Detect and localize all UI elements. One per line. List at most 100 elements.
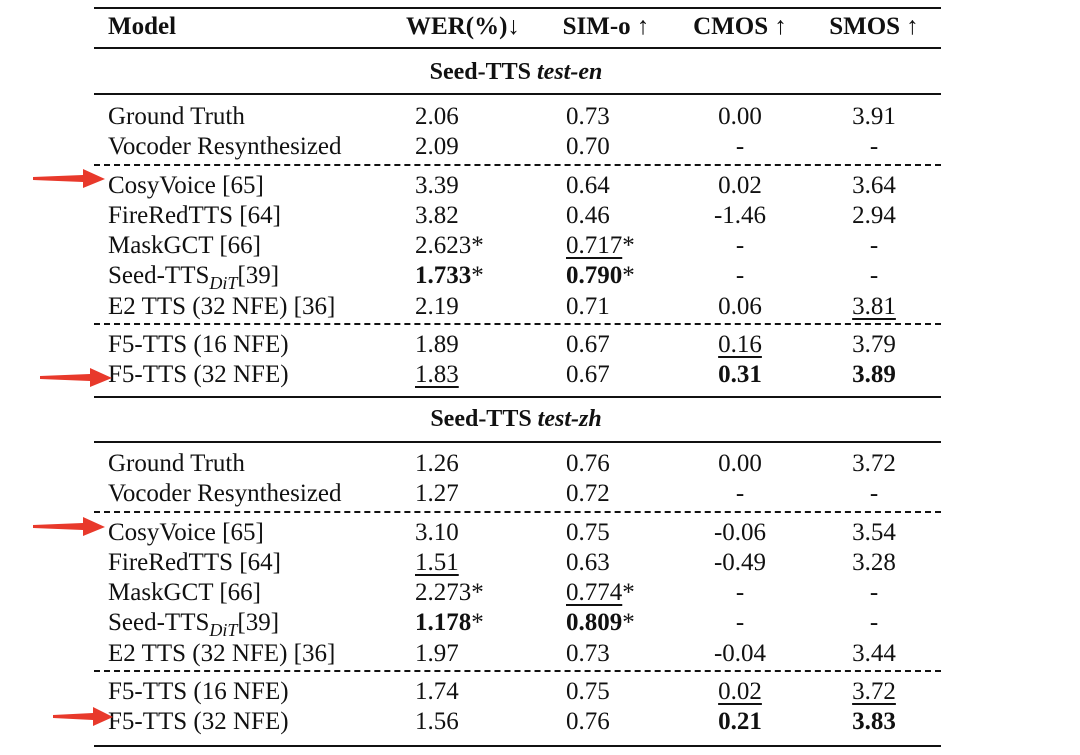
model-label: FireRedTTS [64] [108,202,281,229]
cmos-value: 0.21 [718,707,762,737]
model-label: F5-TTS (16 NFE) [108,678,289,705]
cmos-number: 0.31 [718,361,762,388]
model-name: F5-TTS (32 NFE) [108,707,289,737]
model-name: Vocoder Resynthesized [108,479,342,509]
model-name: F5-TTS (32 NFE) [108,360,289,390]
cmos-number: -0.06 [713,519,767,546]
wer-value: 1.26 [415,449,459,479]
smos-value: - [870,578,878,608]
cmos-number: -0.49 [713,549,767,576]
section2-title-rule [94,441,941,443]
sim-number: 0.774 [566,579,623,606]
sim-number: 0.73 [566,103,610,130]
smos-number: 3.89 [852,361,896,388]
section-title-italic: test-zh [537,406,602,432]
sim-number: 0.75 [566,519,610,546]
sim-value: 0.46 [566,201,610,231]
header-smos: SMOS ↑ [829,13,919,40]
cmos-value: - [736,231,744,261]
model-name: Seed-TTSDiT[39] [108,608,279,640]
sim-value: 0.72 [566,479,610,509]
cmos-number: - [735,480,745,507]
cmos-value: 0.00 [718,102,762,132]
wer-number: 2.09 [415,133,459,160]
wer-number: 1.733 [415,262,472,289]
arrow-icon [33,517,105,536]
model-name: F5-TTS (16 NFE) [108,677,289,707]
table-top-rule [94,7,941,9]
wer-number: 3.39 [415,172,459,199]
wer-star: * [471,232,484,259]
smos-value: 2.94 [852,201,896,231]
sim-number: 0.67 [566,361,610,388]
sim-number: 0.790 [566,262,623,289]
model-label: E2 TTS (32 NFE) [36] [108,640,336,667]
sim-number: 0.64 [566,172,610,199]
smos-value: 3.81 [852,292,896,322]
cmos-number: - [735,262,745,289]
cmos-number: - [735,579,745,606]
smos-value: 3.72 [852,449,896,479]
sim-number: 0.71 [566,293,610,320]
wer-value: 3.39 [415,171,459,201]
cmos-number: 0.00 [718,103,762,130]
arrow-icon [53,707,113,726]
sim-number: 0.73 [566,640,610,667]
sim-number: 0.76 [566,708,610,735]
sim-star: * [622,262,635,289]
sim-value: 0.717* [566,231,635,261]
section1-bottom-rule [94,396,941,398]
model-name: Vocoder Resynthesized [108,132,342,162]
wer-value: 3.82 [415,201,459,231]
sim-value: 0.70 [566,132,610,162]
smos-number: 3.81 [852,293,896,320]
model-label: Seed-TTS [108,262,210,289]
smos-value: - [870,608,878,638]
wer-value: 1.733* [415,261,484,291]
smos-number: - [869,480,879,507]
wer-number: 2.623 [415,232,472,259]
smos-value: - [870,479,878,509]
sim-number: 0.70 [566,133,610,160]
sim-value: 0.73 [566,102,610,132]
smos-value: 3.54 [852,518,896,548]
wer-number: 1.74 [415,678,459,705]
section-title-test-en: Seed-TTS test-en [430,57,603,87]
wer-value: 1.89 [415,330,459,360]
wer-value: 1.97 [415,639,459,669]
smos-number: - [869,133,879,160]
sim-value: 0.71 [566,292,610,322]
wer-value: 1.51 [415,548,459,578]
wer-number: 1.51 [415,549,459,576]
sim-value: 0.63 [566,548,610,578]
sim-number: 0.717 [566,232,623,259]
smos-number: - [869,579,879,606]
model-name: Seed-TTSDiT[39] [108,261,279,293]
model-label: Vocoder Resynthesized [108,480,342,507]
arrow-icon [40,368,112,387]
model-name: Ground Truth [108,102,245,132]
wer-number: 1.27 [415,480,459,507]
cmos-value: - [736,479,744,509]
smos-number: 3.44 [852,640,896,667]
cmos-number: 0.02 [718,172,762,199]
cmos-number: 0.21 [718,708,762,735]
wer-number: 1.83 [415,361,459,388]
wer-value: 1.178* [415,608,484,638]
smos-number: 3.28 [852,549,896,576]
model-name: FireRedTTS [64] [108,548,281,578]
sim-number: 0.72 [566,480,610,507]
smos-value: - [870,231,878,261]
cmos-value: 0.06 [718,292,762,322]
section1-divider-1 [94,164,941,166]
wer-value: 2.09 [415,132,459,162]
smos-number: 3.64 [852,172,896,199]
smos-value: 3.72 [852,677,896,707]
section1-divider-2 [94,323,941,325]
cmos-number: 0.00 [718,450,762,477]
cmos-value: -0.04 [714,639,766,669]
smos-number: 3.72 [852,450,896,477]
sim-star: * [622,609,635,636]
cmos-value: - [736,578,744,608]
cmos-number: -1.46 [713,202,767,229]
